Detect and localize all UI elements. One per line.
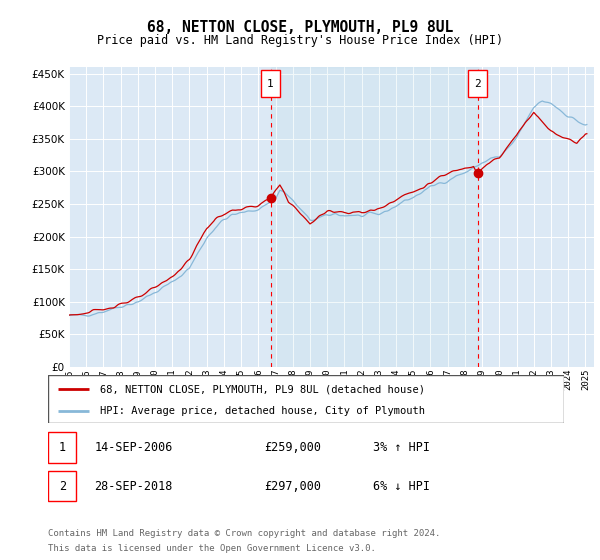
- Text: 68, NETTON CLOSE, PLYMOUTH, PL9 8UL: 68, NETTON CLOSE, PLYMOUTH, PL9 8UL: [147, 20, 453, 35]
- Text: Contains HM Land Registry data © Crown copyright and database right 2024.: Contains HM Land Registry data © Crown c…: [48, 529, 440, 538]
- Text: 2: 2: [474, 78, 481, 88]
- FancyBboxPatch shape: [48, 470, 76, 502]
- FancyBboxPatch shape: [48, 375, 564, 423]
- Text: £297,000: £297,000: [265, 479, 322, 493]
- Bar: [271, 67, 478, 367]
- FancyBboxPatch shape: [468, 70, 487, 97]
- Text: 1: 1: [267, 78, 274, 88]
- Text: Price paid vs. HM Land Registry's House Price Index (HPI): Price paid vs. HM Land Registry's House …: [97, 34, 503, 46]
- Text: This data is licensed under the Open Government Licence v3.0.: This data is licensed under the Open Gov…: [48, 544, 376, 553]
- Text: 2: 2: [59, 479, 66, 493]
- Text: 6% ↓ HPI: 6% ↓ HPI: [373, 479, 430, 493]
- Text: 28-SEP-2018: 28-SEP-2018: [94, 479, 173, 493]
- Text: 3% ↑ HPI: 3% ↑ HPI: [373, 441, 430, 454]
- Text: HPI: Average price, detached house, City of Plymouth: HPI: Average price, detached house, City…: [100, 406, 425, 416]
- Text: 68, NETTON CLOSE, PLYMOUTH, PL9 8UL (detached house): 68, NETTON CLOSE, PLYMOUTH, PL9 8UL (det…: [100, 385, 425, 394]
- Text: £259,000: £259,000: [265, 441, 322, 454]
- Text: 14-SEP-2006: 14-SEP-2006: [94, 441, 173, 454]
- Text: 1: 1: [59, 441, 66, 454]
- FancyBboxPatch shape: [261, 70, 280, 97]
- FancyBboxPatch shape: [48, 432, 76, 463]
